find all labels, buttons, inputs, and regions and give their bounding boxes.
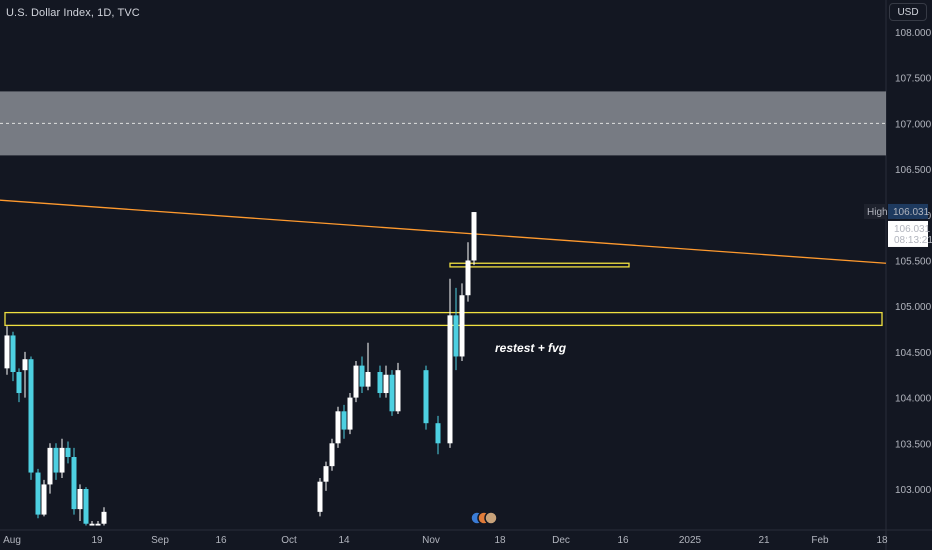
x-tick-label: Nov: [422, 535, 440, 546]
y-tick-label: 103.500: [895, 439, 932, 450]
candle-body: [65, 447, 71, 458]
trendline: [0, 199, 887, 264]
candle-body: [365, 372, 371, 387]
y-tick-label: 103.000: [895, 485, 932, 496]
y-tick-label: 107.000: [895, 119, 932, 130]
candle-body: [471, 212, 477, 261]
high-value: 106.031: [893, 207, 930, 218]
x-tick-label: 19: [91, 535, 103, 546]
x-tick-label: 16: [215, 535, 227, 546]
candle-body: [329, 443, 335, 467]
candle-body: [101, 511, 107, 524]
x-tick-label: Dec: [552, 535, 570, 546]
y-tick-label: 104.500: [895, 348, 932, 359]
fvg-rectangle: [449, 262, 630, 268]
y-tick-label: 108.000: [895, 28, 932, 39]
candle-body: [447, 315, 453, 444]
candle-body: [35, 472, 41, 515]
x-tick-label: Oct: [281, 535, 297, 546]
last-price: 106.031: [894, 224, 931, 235]
y-tick-label: 106.500: [895, 165, 932, 176]
x-tick-label: 16: [617, 535, 629, 546]
candle-body: [389, 374, 395, 412]
y-tick-label: 104.000: [895, 394, 932, 405]
candle-body: [59, 447, 65, 473]
x-tick-label: 18: [876, 535, 888, 546]
candle-body: [53, 447, 59, 473]
x-tick-label: 14: [338, 535, 350, 546]
candle-body: [377, 372, 383, 394]
annotation-label: restest + fvg: [495, 341, 567, 355]
last-price-box: [888, 220, 928, 247]
x-tick-label: Feb: [811, 535, 829, 546]
candle-body: [83, 489, 89, 524]
candle-body: [22, 359, 28, 371]
x-tick-label: Sep: [151, 535, 169, 546]
candle-body: [459, 295, 465, 357]
x-tick-label: Aug: [3, 535, 21, 546]
high-label-box: [864, 203, 886, 219]
candle-body: [453, 315, 459, 357]
candle-body: [323, 466, 329, 482]
candle-body: [317, 481, 323, 512]
candle-body: [335, 411, 341, 444]
y-tick-label: 105.500: [895, 257, 932, 268]
candle-body: [89, 523, 95, 526]
candle-body: [4, 335, 10, 369]
candle-body: [435, 423, 441, 444]
currency-button[interactable]: USD: [889, 3, 927, 21]
candle-body: [77, 489, 83, 510]
candle-body: [47, 447, 53, 485]
event-icon: [484, 511, 498, 525]
candle-body: [353, 365, 359, 398]
candle-body: [95, 523, 101, 526]
high-label: High: [867, 207, 888, 218]
retest-rectangle: [4, 311, 883, 327]
candle-body: [71, 457, 77, 510]
candle-body: [395, 370, 401, 412]
candle-body: [28, 359, 34, 473]
candle-body: [16, 372, 22, 394]
chart-title: U.S. Dollar Index, 1D, TVC: [6, 7, 140, 19]
candle-body: [341, 411, 347, 430]
countdown: 08:13:21: [894, 235, 932, 246]
candle-body: [465, 260, 471, 296]
candle-body: [423, 370, 429, 424]
candle-body: [383, 374, 389, 394]
candle-body: [359, 365, 365, 387]
candle-body: [41, 484, 47, 515]
y-tick-label: 107.500: [895, 74, 932, 85]
candle-body: [10, 335, 16, 373]
candle-body: [347, 397, 353, 430]
x-tick-label: 18: [494, 535, 506, 546]
x-tick-label: 21: [758, 535, 770, 546]
high-value-box: [888, 203, 928, 219]
x-tick-label: 2025: [679, 535, 702, 546]
y-tick-label: 105.000: [895, 302, 932, 313]
